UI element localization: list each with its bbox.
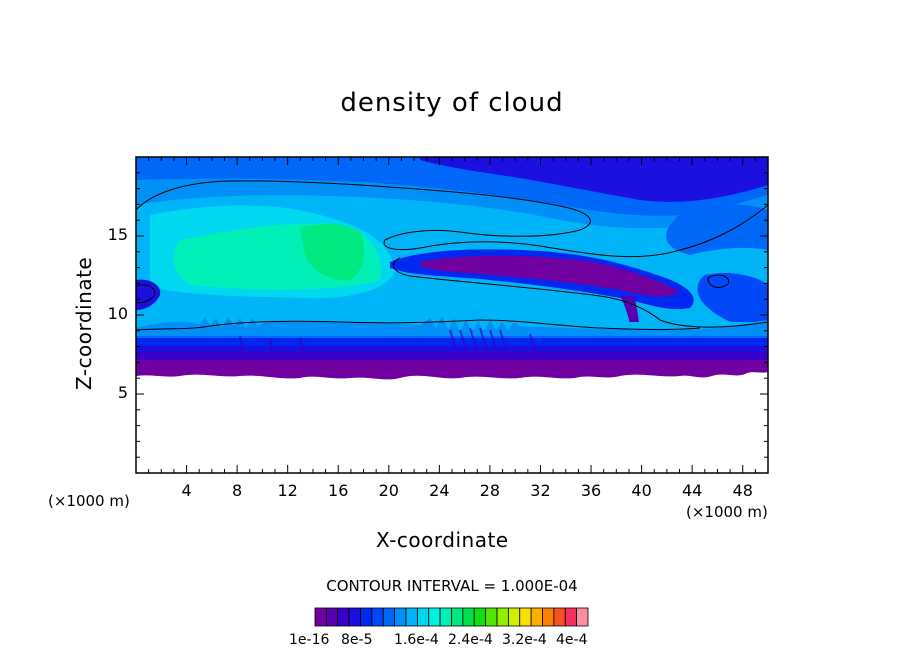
- contour-left-small: [136, 284, 156, 304]
- colorbar-label: 2.4e-4: [448, 632, 493, 648]
- colorbar-cell: [542, 607, 555, 627]
- contour-interval: CONTOUR INTERVAL = 1.000E-04: [326, 577, 578, 595]
- colorbar: [314, 607, 589, 627]
- field-lower-purple: [136, 360, 768, 380]
- contour-upper: [136, 180, 768, 258]
- x-tick-label: 32: [530, 481, 551, 500]
- field-streaks: [239, 327, 537, 359]
- x-tick-label: 16: [328, 481, 349, 500]
- y-tick-label: 10: [107, 304, 128, 323]
- colorbar-cell: [496, 607, 509, 627]
- chart-title: density of cloud: [340, 88, 564, 118]
- field-right-blob: [666, 200, 768, 255]
- colorbar-cell: [439, 607, 452, 627]
- field-ragged-top: [136, 316, 768, 336]
- colorbar-cell: [314, 607, 327, 627]
- colorbar-cell: [405, 607, 418, 627]
- colorbar-cell: [553, 607, 566, 627]
- y-tick-label: 5: [117, 383, 128, 402]
- colorbar-cell: [530, 607, 543, 627]
- colorbar-cell: [382, 607, 396, 627]
- colorbar-label: 1.6e-4: [394, 632, 439, 648]
- colorbar-label: 3.2e-4: [502, 632, 547, 648]
- colorbar-cell: [325, 607, 339, 627]
- x-tick-label: 8: [232, 481, 243, 500]
- contour-lines: [136, 180, 768, 331]
- x-tick-label: 12: [277, 481, 298, 500]
- x-tick-label: 48: [732, 481, 753, 500]
- colorbar-cell: [485, 607, 498, 627]
- field-lower-indigo: [136, 352, 768, 362]
- x-tick-label: 40: [631, 481, 652, 500]
- colorbar-label: 8e-5: [341, 632, 373, 648]
- colorbar-cell: [371, 607, 384, 627]
- colorbar-cell: [462, 607, 475, 627]
- y-tick-label: 15: [107, 225, 128, 244]
- field-lower-blue2: [136, 338, 768, 348]
- field-upper-swirl-dark: [420, 157, 768, 202]
- x-tick-label: 44: [681, 481, 703, 500]
- colorbar-label: 4e-4: [556, 632, 588, 648]
- colorbar-cell: [519, 607, 532, 627]
- field-core-green2: [300, 223, 365, 281]
- colorbar-cell: [348, 607, 361, 627]
- colorbar-cell: [428, 607, 441, 627]
- colorbar-cell: [507, 607, 521, 627]
- contour-right-small: [707, 274, 730, 288]
- x-tick-label: 20: [378, 481, 399, 500]
- colorbar-cell: [451, 607, 464, 627]
- x-tick-label: 28: [479, 481, 501, 500]
- field-purple-core: [420, 255, 680, 297]
- colorbar-cell: [416, 607, 430, 627]
- x-unit-left: (×1000 m): [48, 492, 130, 510]
- axis-ticks: [136, 157, 768, 473]
- contour-ragged: [136, 319, 701, 331]
- colorbar-cell: [394, 607, 407, 627]
- field-upper-band: [136, 178, 768, 229]
- y-axis-label: Z-coordinate: [72, 256, 96, 390]
- colorbar-label: 1e-16: [289, 632, 330, 648]
- x-unit-right: (×1000 m): [686, 503, 768, 521]
- contour-tongue: [392, 257, 768, 328]
- heatmap-field: [136, 157, 768, 380]
- x-axis-label: X-coordinate: [376, 528, 509, 552]
- x-tick-label: 36: [580, 481, 602, 500]
- colorbar-cell: [576, 607, 589, 627]
- x-tick-label: 4: [181, 481, 192, 500]
- field-lower-blue3: [136, 346, 768, 354]
- x-tick-label: 24: [429, 481, 450, 500]
- colorbar-cell: [360, 607, 373, 627]
- colorbar-cell: [337, 607, 350, 627]
- colorbar-cell: [564, 607, 578, 627]
- colorbar-cell: [473, 607, 487, 627]
